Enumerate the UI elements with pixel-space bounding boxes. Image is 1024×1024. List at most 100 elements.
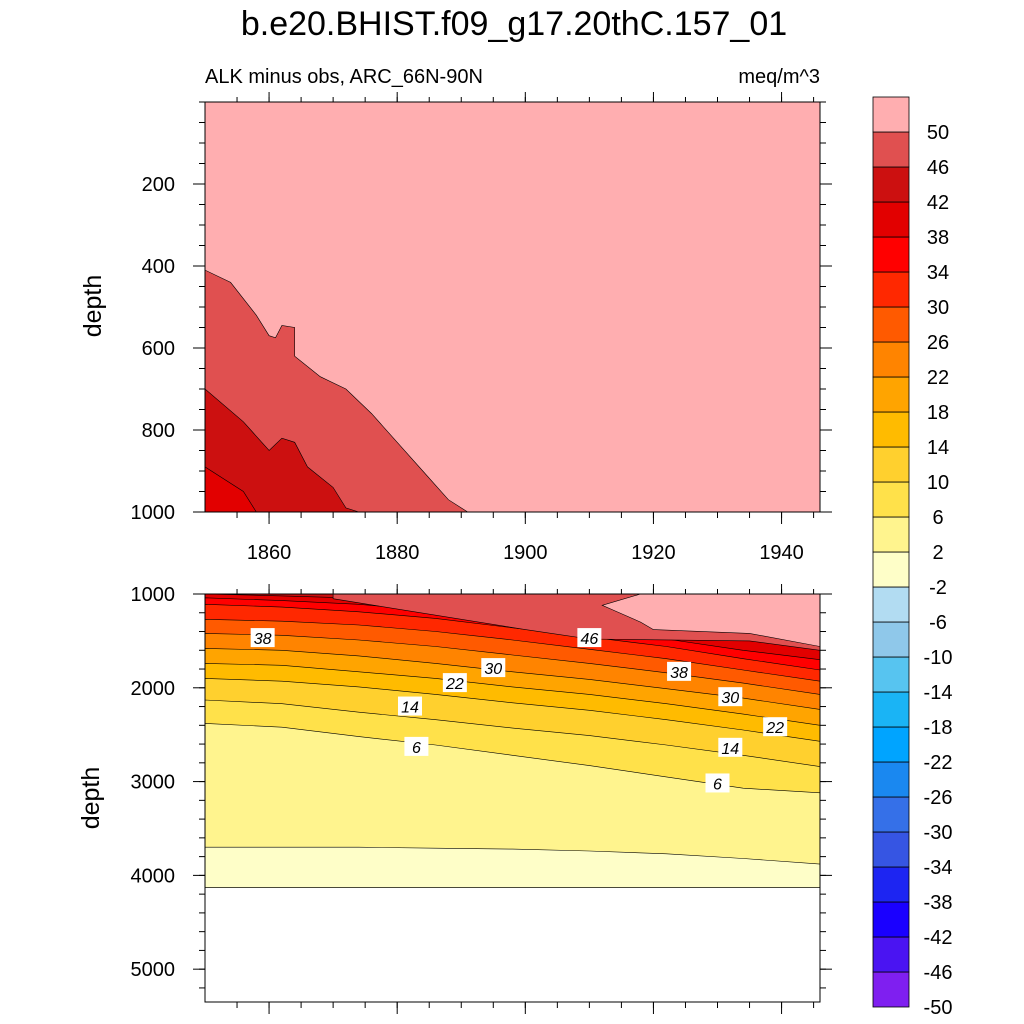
upper-regions <box>205 102 820 512</box>
colorbar-swatch <box>872 306 910 343</box>
chart-subtitle-left: ALK minus obs, ARC_66N-90N <box>205 66 483 88</box>
contour-label-box <box>577 628 602 648</box>
upper-panel: 200 400 600 800 1000 depth 1860 1880 1900 1920 194… <box>79 92 832 564</box>
colorbar-label: 42 <box>927 192 949 214</box>
colorbar-label: -34 <box>924 857 953 879</box>
contour-region-above-50 <box>601 594 820 647</box>
colorbar-swatch <box>872 971 910 1008</box>
colorbar-swatch <box>872 411 910 448</box>
contour-label: 30 <box>721 690 739 707</box>
contour-label-box <box>667 661 692 681</box>
colorbar-swatch <box>872 341 910 378</box>
upper-y-tick-label: 400 <box>142 256 175 278</box>
colorbar-swatch <box>872 831 910 868</box>
lower-regions <box>205 594 820 888</box>
colorbar-label: -22 <box>924 752 953 774</box>
colorbar-swatch <box>872 201 910 238</box>
colorbar-swatch <box>872 621 910 658</box>
colorbar-swatch <box>872 166 910 203</box>
contour-level-2 <box>205 846 820 888</box>
colorbar-label: 10 <box>927 472 949 494</box>
upper-y-axis-label: depth <box>79 275 107 338</box>
colorbar-label: -42 <box>924 927 953 949</box>
contour-label: 38 <box>254 631 272 648</box>
lower-y-tick-label: 3000 <box>131 772 176 794</box>
colorbar-swatch <box>872 691 910 728</box>
colorbar-label: -38 <box>924 892 953 914</box>
colorbar-label: -2 <box>929 577 947 599</box>
colorbar-swatch <box>872 446 910 483</box>
colorbar-swatch <box>872 96 910 133</box>
colorbar-label: 46 <box>927 157 949 179</box>
colorbar-label: -6 <box>929 612 947 634</box>
contour-label-box <box>250 628 275 648</box>
colorbar-swatch <box>872 796 910 833</box>
colorbar-swatch <box>872 761 910 798</box>
colorbar-swatch <box>872 936 910 973</box>
colorbar-label: 22 <box>927 367 949 389</box>
x-tick-label: 1900 <box>503 542 548 564</box>
contour-label-box <box>705 773 730 793</box>
contour-label-box <box>718 737 743 757</box>
colorbar-label: -26 <box>924 787 953 809</box>
contour-label-box <box>404 736 429 756</box>
x-tick-label: 1920 <box>631 542 676 564</box>
x-tick-label: 1880 <box>375 542 420 564</box>
colorbar-swatch <box>872 236 910 273</box>
contour-label: 6 <box>412 740 421 757</box>
colorbar-swatch <box>872 516 910 553</box>
colorbar-label: 50 <box>927 122 949 144</box>
chart-title: b.e20.BHIST.f09_g17.20thC.157_01 <box>241 5 787 43</box>
colorbar-label: 14 <box>927 437 949 459</box>
colorbar-swatch <box>872 726 910 763</box>
contour-label: 38 <box>670 665 688 682</box>
colorbar-label: 18 <box>927 402 949 424</box>
chart-subtitle-right: meq/m^3 <box>738 66 820 88</box>
colorbar-swatch <box>872 271 910 308</box>
lower-y-axis-label: depth <box>77 767 105 830</box>
contour-region-38-42 <box>205 466 257 512</box>
contour-label: 22 <box>445 676 464 693</box>
contour-label: 14 <box>401 700 419 717</box>
colorbar-label: -46 <box>924 962 953 984</box>
lower-y-tick-label: 1000 <box>131 584 176 606</box>
colorbar-label: -14 <box>924 682 953 704</box>
lower-y-tick-label: 5000 <box>131 959 176 981</box>
colorbar-label: -18 <box>924 717 953 739</box>
colorbar-label: -10 <box>924 647 953 669</box>
colorbar: 50 46 42 38 34 30 26 22 18 14 10 6 2 -2 -6 -10 -14 -18 -22… <box>872 96 953 1019</box>
colorbar-swatch <box>872 481 910 518</box>
colorbar-swatch <box>872 586 910 623</box>
lower-plot-frame <box>204 593 821 1003</box>
colorbar-swatch <box>872 376 910 413</box>
colorbar-label: -30 <box>924 822 953 844</box>
contour-label-box <box>763 717 788 737</box>
contour-label-box <box>442 673 467 693</box>
contour-label-box <box>398 696 422 716</box>
contour-label: 6 <box>713 776 722 793</box>
contour-label: 22 <box>765 720 784 737</box>
upper-y-tick-label: 800 <box>142 420 175 442</box>
x-tick-label: 1860 <box>247 542 292 564</box>
contour-label: 14 <box>721 741 739 758</box>
x-tick-label: 1940 <box>759 542 804 564</box>
upper-y-tick-label: 600 <box>142 338 175 360</box>
colorbar-label: 30 <box>927 297 949 319</box>
colorbar-swatch <box>872 131 910 168</box>
upper-y-tick-label: 1000 <box>131 502 176 524</box>
lower-y-tick-label: 2000 <box>131 678 176 700</box>
contour-label-box <box>481 658 506 678</box>
colorbar-label: 38 <box>927 227 949 249</box>
colorbar-label: 34 <box>927 262 949 284</box>
upper-y-tick-label: 200 <box>142 174 175 196</box>
colorbar-label: 6 <box>932 507 943 529</box>
contour-label: 46 <box>580 631 598 648</box>
colorbar-label: 26 <box>927 332 949 354</box>
colorbar-label: 2 <box>932 542 943 564</box>
lower-y-tick-label: 4000 <box>131 865 176 887</box>
colorbar-swatch <box>872 901 910 938</box>
lower-panel: 38 46 30 38 22 30 14 22 6 14 6 1000 2000 3000 4000 5000… <box>77 584 832 1014</box>
colorbar-swatch <box>872 866 910 903</box>
contour-label-box <box>718 687 743 707</box>
